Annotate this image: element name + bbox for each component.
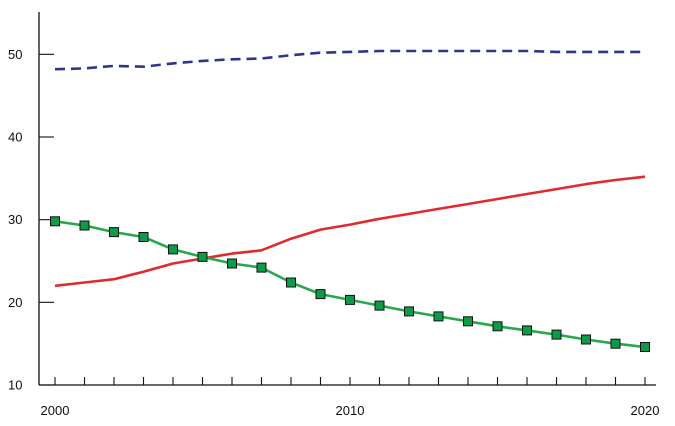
y-tick-label: 10 (8, 378, 22, 393)
x-tick-label: 2020 (631, 403, 660, 418)
data-point-marker (315, 289, 326, 300)
data-point-marker (551, 329, 562, 340)
x-tick-label: 2010 (336, 403, 365, 418)
data-point-marker (433, 311, 444, 322)
data-point-marker (581, 334, 591, 345)
axes-group (38, 12, 656, 386)
data-point-marker (286, 277, 296, 288)
data-point-marker (79, 220, 90, 231)
data-point-marker (492, 321, 503, 332)
data-point-marker (610, 338, 621, 349)
data-point-marker (463, 316, 473, 327)
y-tick-label: 40 (8, 130, 22, 145)
data-point-marker (522, 325, 532, 336)
ticks-group: 10 20 30 40 50 2000 2010 2020 (8, 47, 659, 418)
data-point-marker (256, 262, 267, 273)
data-point-marker (374, 300, 385, 311)
series-line-1 (54, 175, 646, 288)
y-tick-label: 20 (8, 295, 22, 310)
x-tick-label: 2000 (41, 403, 70, 418)
data-point-marker (404, 306, 414, 317)
data-point-marker (109, 227, 119, 238)
data-point-marker (197, 251, 208, 262)
data-point-marker (345, 294, 355, 305)
data-point-marker (227, 258, 237, 269)
series-line-0 (54, 49, 645, 71)
y-tick-label: 50 (8, 47, 22, 62)
y-tick-label: 30 (8, 212, 22, 227)
data-point-marker (640, 342, 650, 352)
data-point-marker (138, 232, 149, 242)
data-point-marker (168, 244, 178, 255)
series-group (50, 49, 650, 352)
data-point-marker (50, 216, 60, 227)
